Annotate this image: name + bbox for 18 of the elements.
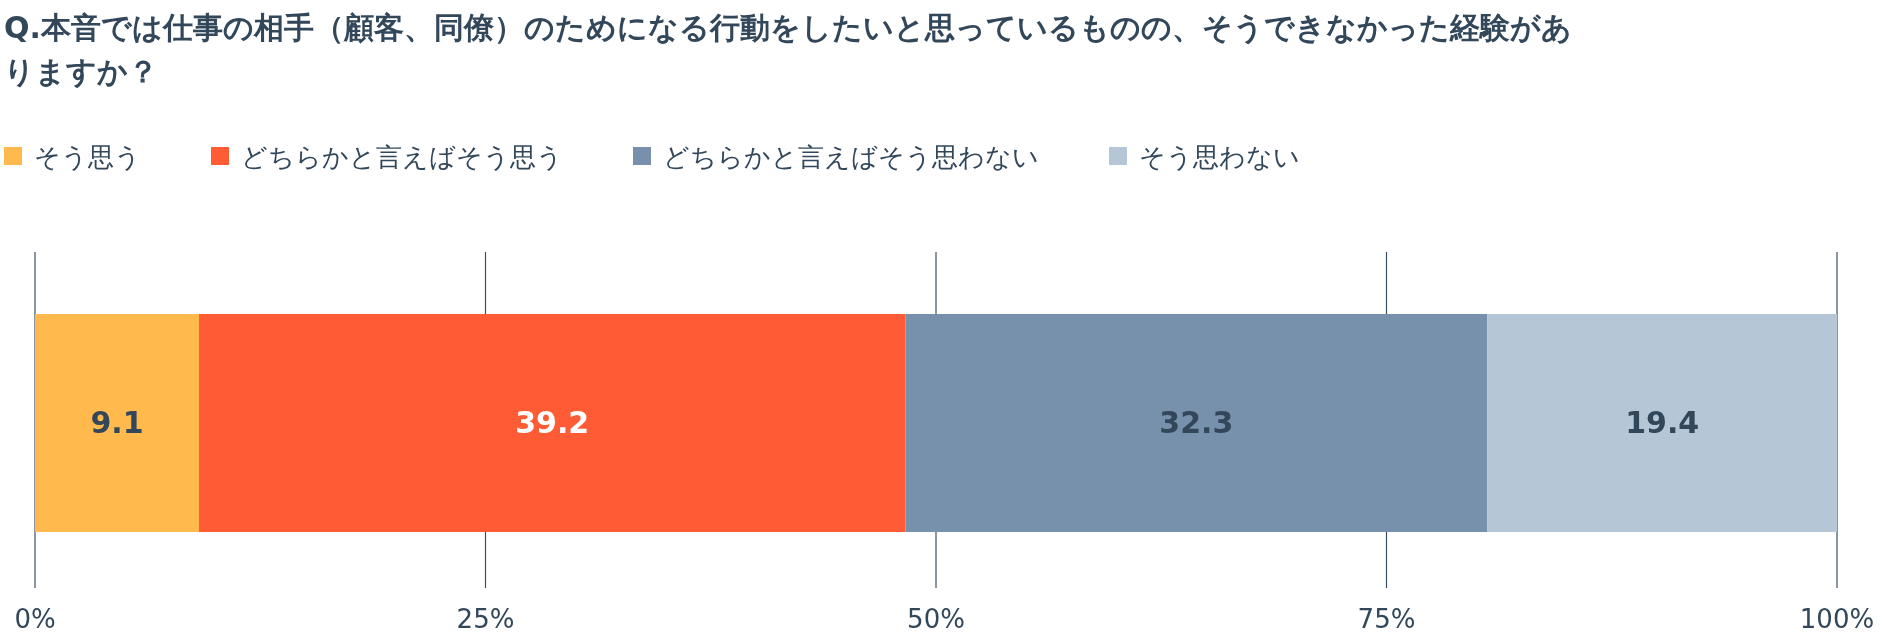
data-label: 19.4 <box>1625 405 1700 440</box>
chart-title: Q.本音では仕事の相手（顧客、同僚）のためになる行動をしたいと思っているものの、そうできなかった経験がありますか？ <box>4 10 1572 89</box>
x-tick-label: 100% <box>1799 604 1875 634</box>
legend-label: そう思う <box>34 142 141 172</box>
x-tick-label: 50% <box>907 604 965 634</box>
data-label: 9.1 <box>90 405 144 440</box>
data-label: 32.3 <box>1159 405 1234 440</box>
bar <box>1487 314 1837 532</box>
bar <box>905 314 1488 532</box>
x-tick-label: 75% <box>1357 604 1416 634</box>
legend-label: どちらかと言えばそう思わない <box>663 142 1039 172</box>
legend-label: どちらかと言えばそう思う <box>241 142 563 172</box>
x-tick-label: 0% <box>14 604 56 634</box>
bar <box>198 314 906 532</box>
legend-label: そう思わない <box>1139 142 1300 172</box>
bar <box>35 314 199 532</box>
x-tick-label: 25% <box>456 604 515 634</box>
data-label: 39.2 <box>515 405 590 440</box>
